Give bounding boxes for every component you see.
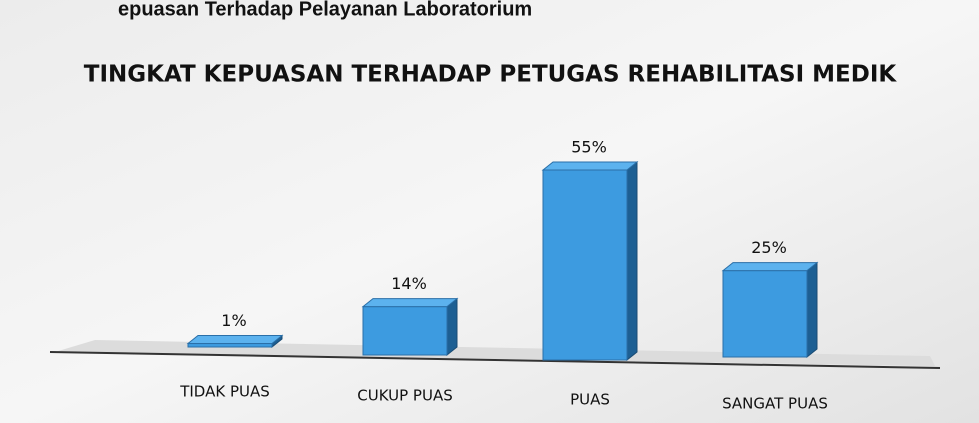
bar bbox=[362, 306, 448, 356]
x-tick-label: TIDAK PUAS bbox=[179, 383, 270, 401]
x-tick-label: SANGAT PUAS bbox=[722, 395, 828, 413]
bar bbox=[187, 343, 273, 348]
page-heading: epuasan Terhadap Pelayanan Laboratorium bbox=[118, 0, 532, 20]
x-tick-label: PUAS bbox=[570, 391, 610, 409]
data-label: 25% bbox=[751, 238, 787, 257]
baseline bbox=[49, 351, 941, 369]
bar-top bbox=[361, 298, 459, 308]
floor bbox=[55, 340, 935, 366]
bar-top bbox=[186, 335, 284, 345]
data-label: 1% bbox=[221, 311, 246, 330]
bar bbox=[542, 169, 628, 361]
bar-side bbox=[806, 261, 818, 359]
bar-top bbox=[721, 262, 819, 272]
data-label: 55% bbox=[571, 138, 607, 157]
bar-top bbox=[541, 161, 639, 171]
bar-side bbox=[446, 297, 458, 357]
bar-side bbox=[626, 160, 638, 362]
chart-title: TINGKAT KEPUASAN TERHADAP PETUGAS REHABI… bbox=[84, 62, 898, 88]
x-tick-label: CUKUP PUAS bbox=[357, 387, 453, 405]
bar bbox=[722, 270, 808, 358]
data-label: 14% bbox=[391, 274, 427, 293]
